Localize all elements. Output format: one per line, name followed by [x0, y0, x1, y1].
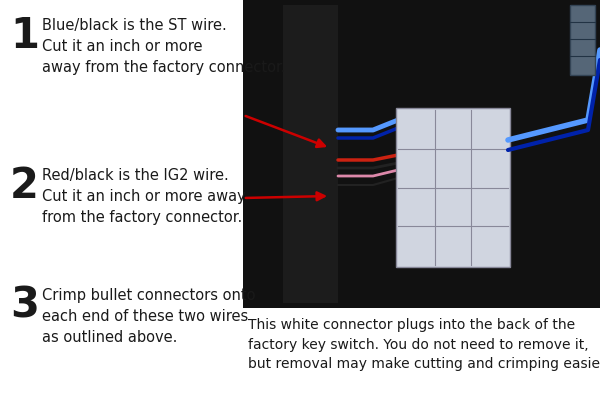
Text: Crimp bullet connectors onto
each end of these two wires
as outlined above.: Crimp bullet connectors onto each end of…	[42, 288, 256, 345]
Text: 3: 3	[10, 285, 39, 327]
Text: Blue/black is the ST wire.
Cut it an inch or more
away from the factory connecto: Blue/black is the ST wire. Cut it an inc…	[42, 18, 286, 75]
Text: This white connector plugs into the back of the
factory key switch. You do not n: This white connector plugs into the back…	[248, 318, 600, 371]
Text: 2: 2	[10, 165, 39, 207]
Text: 1: 1	[10, 15, 39, 57]
Bar	[570, 5, 595, 75]
Bar	[243, 0, 600, 308]
Text: Red/black is the IG2 wire.
Cut it an inch or more away
from the factory connecto: Red/black is the IG2 wire. Cut it an inc…	[42, 168, 246, 225]
FancyBboxPatch shape	[396, 108, 510, 267]
FancyBboxPatch shape	[283, 5, 338, 303]
